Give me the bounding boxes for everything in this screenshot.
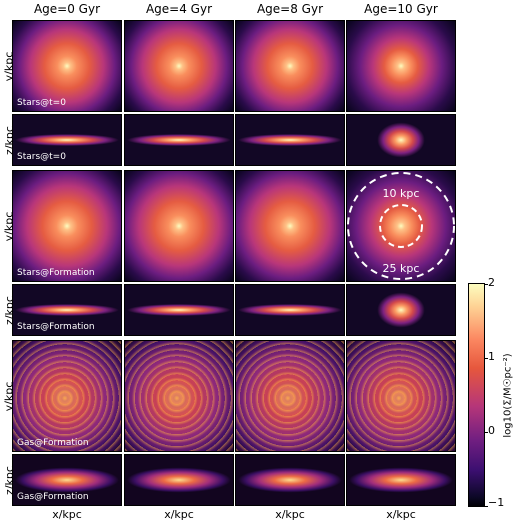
colorbar-tick-mark <box>485 506 488 507</box>
projection-panel <box>124 454 234 506</box>
projection-panel <box>124 340 234 452</box>
colorbar-label: log10(Σ/M☉pc⁻²) <box>502 352 514 438</box>
colorbar-tick-label: −1 <box>488 496 505 509</box>
column-title-age-0: Age=0 Gyr <box>33 2 101 16</box>
projection-panel <box>235 284 345 336</box>
projection-panel <box>346 20 456 112</box>
row-tag-label: Gas@Formation <box>17 438 89 448</box>
x-axis-label: x/kpc <box>52 508 82 521</box>
projection-panel: Stars@Formation <box>12 170 122 282</box>
column-title-age-8: Age=8 Gyr <box>256 2 324 16</box>
projection-panel <box>346 284 456 336</box>
projection-panel: Gas@Formation <box>12 454 122 506</box>
colorbar-tick-label: 2 <box>488 276 495 289</box>
projection-panel <box>124 170 234 282</box>
projection-panel <box>346 340 456 452</box>
outer-ring <box>347 172 455 280</box>
colorbar-tick-mark <box>485 432 488 433</box>
projection-panel <box>235 20 345 112</box>
projection-panel: Gas@Formation <box>12 340 122 452</box>
x-axis-label: x/kpc <box>275 508 305 521</box>
column-title-age-4: Age=4 Gyr <box>145 2 213 16</box>
x-axis-label: x/kpc <box>386 508 416 521</box>
projection-panel: Stars@t=0 <box>12 114 122 166</box>
colorbar-tick-mark <box>485 284 488 285</box>
projection-panel <box>124 20 234 112</box>
projection-panel <box>124 114 234 166</box>
projection-panel <box>346 114 456 166</box>
projection-panel: Stars@Formation <box>12 284 122 336</box>
row-tag-label: Stars@Formation <box>17 268 95 278</box>
row-tag-label: Stars@t=0 <box>17 152 66 162</box>
colorbar-tick-label: 1 <box>488 350 495 363</box>
projection-panel <box>235 340 345 452</box>
inner-ring-label: 10 kpc <box>382 187 420 200</box>
inner-ring <box>379 204 423 248</box>
colorbar <box>468 283 485 507</box>
projection-panel <box>235 454 345 506</box>
column-title-age-10: Age=10 Gyr <box>364 2 438 16</box>
colorbar-tick-label: 0 <box>488 424 495 437</box>
projection-panel <box>124 284 234 336</box>
projection-panel <box>346 454 456 506</box>
projection-panel <box>235 114 345 166</box>
projection-panel <box>235 170 345 282</box>
colorbar-tick-mark <box>485 358 488 359</box>
x-axis-label: x/kpc <box>164 508 194 521</box>
row-tag-label: Stars@Formation <box>17 322 95 332</box>
projection-panel: Stars@t=0 <box>12 20 122 112</box>
row-tag-label: Stars@t=0 <box>17 98 66 108</box>
outer-ring-label: 25 kpc <box>382 262 420 275</box>
row-tag-label: Gas@Formation <box>17 492 89 502</box>
